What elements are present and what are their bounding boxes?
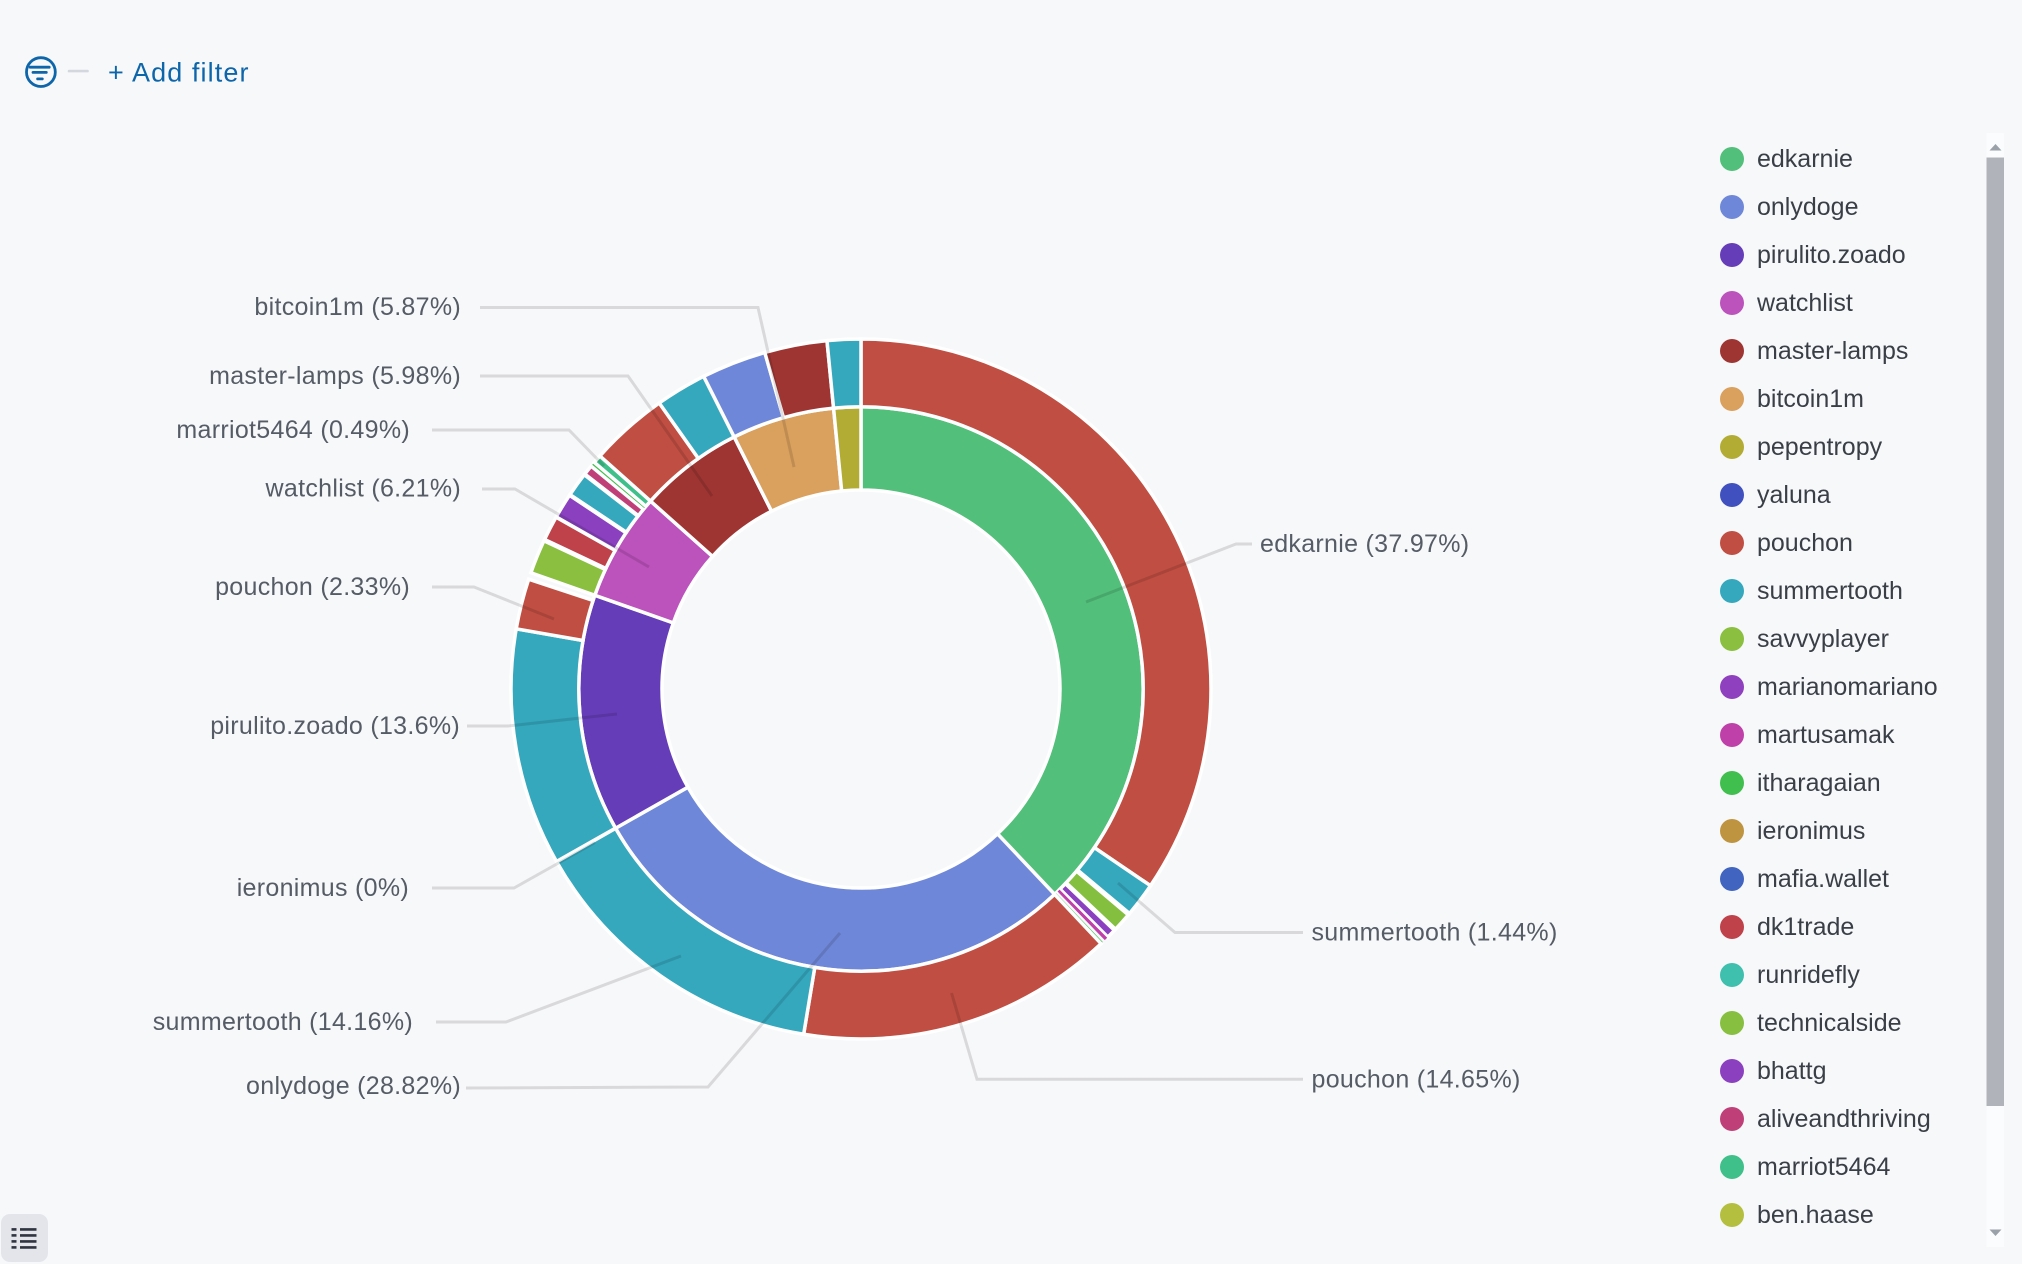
svg-text:ieronimus: ieronimus <box>1757 817 1865 845</box>
svg-text:+ Add filter: + Add filter <box>108 58 250 88</box>
svg-text:onlydoge: onlydoge <box>1757 193 1858 221</box>
svg-text:edkarnie: edkarnie <box>1757 145 1853 173</box>
svg-text:pouchon (2.33%): pouchon (2.33%) <box>215 573 410 601</box>
svg-text:savvyplayer: savvyplayer <box>1757 625 1889 653</box>
svg-text:watchlist: watchlist <box>1756 289 1853 317</box>
svg-text:itharagaian: itharagaian <box>1757 769 1881 797</box>
svg-text:onlydoge (28.82%): onlydoge (28.82%) <box>246 1072 461 1100</box>
svg-text:dk1trade: dk1trade <box>1757 913 1854 941</box>
svg-text:master-lamps (5.98%): master-lamps (5.98%) <box>209 362 461 390</box>
svg-text:marriot5464: marriot5464 <box>1757 1153 1890 1181</box>
svg-text:master-lamps: master-lamps <box>1757 337 1908 365</box>
svg-text:marriot5464 (0.49%): marriot5464 (0.49%) <box>176 416 410 444</box>
svg-text:martusamak: martusamak <box>1757 721 1895 749</box>
svg-text:ben.haase: ben.haase <box>1757 1201 1874 1229</box>
svg-text:pouchon: pouchon <box>1757 529 1853 557</box>
svg-text:bhattg: bhattg <box>1757 1057 1827 1085</box>
svg-text:bitcoin1m: bitcoin1m <box>1757 385 1864 413</box>
svg-text:pirulito.zoado (13.6%): pirulito.zoado (13.6%) <box>210 712 460 740</box>
svg-text:yaluna: yaluna <box>1757 481 1831 509</box>
svg-text:summertooth (14.16%): summertooth (14.16%) <box>153 1008 413 1036</box>
svg-text:edkarnie (37.97%): edkarnie (37.97%) <box>1260 530 1469 558</box>
svg-text:watchlist (6.21%): watchlist (6.21%) <box>265 475 461 503</box>
svg-text:pirulito.zoado: pirulito.zoado <box>1757 241 1906 269</box>
svg-text:pepentropy: pepentropy <box>1757 433 1883 461</box>
svg-text:runridefly: runridefly <box>1757 961 1860 989</box>
svg-text:technicalside: technicalside <box>1757 1009 1902 1037</box>
svg-text:aliveandthriving: aliveandthriving <box>1757 1105 1931 1133</box>
svg-text:pouchon (14.65%): pouchon (14.65%) <box>1312 1065 1521 1093</box>
svg-text:ieronimus (0%): ieronimus (0%) <box>237 874 409 902</box>
svg-text:summertooth (1.44%): summertooth (1.44%) <box>1312 919 1558 947</box>
svg-text:summertooth: summertooth <box>1757 577 1903 605</box>
svg-text:mafia.wallet: mafia.wallet <box>1757 865 1889 893</box>
svg-text:bitcoin1m (5.87%): bitcoin1m (5.87%) <box>254 293 461 321</box>
svg-text:marianomariano: marianomariano <box>1757 673 1938 701</box>
